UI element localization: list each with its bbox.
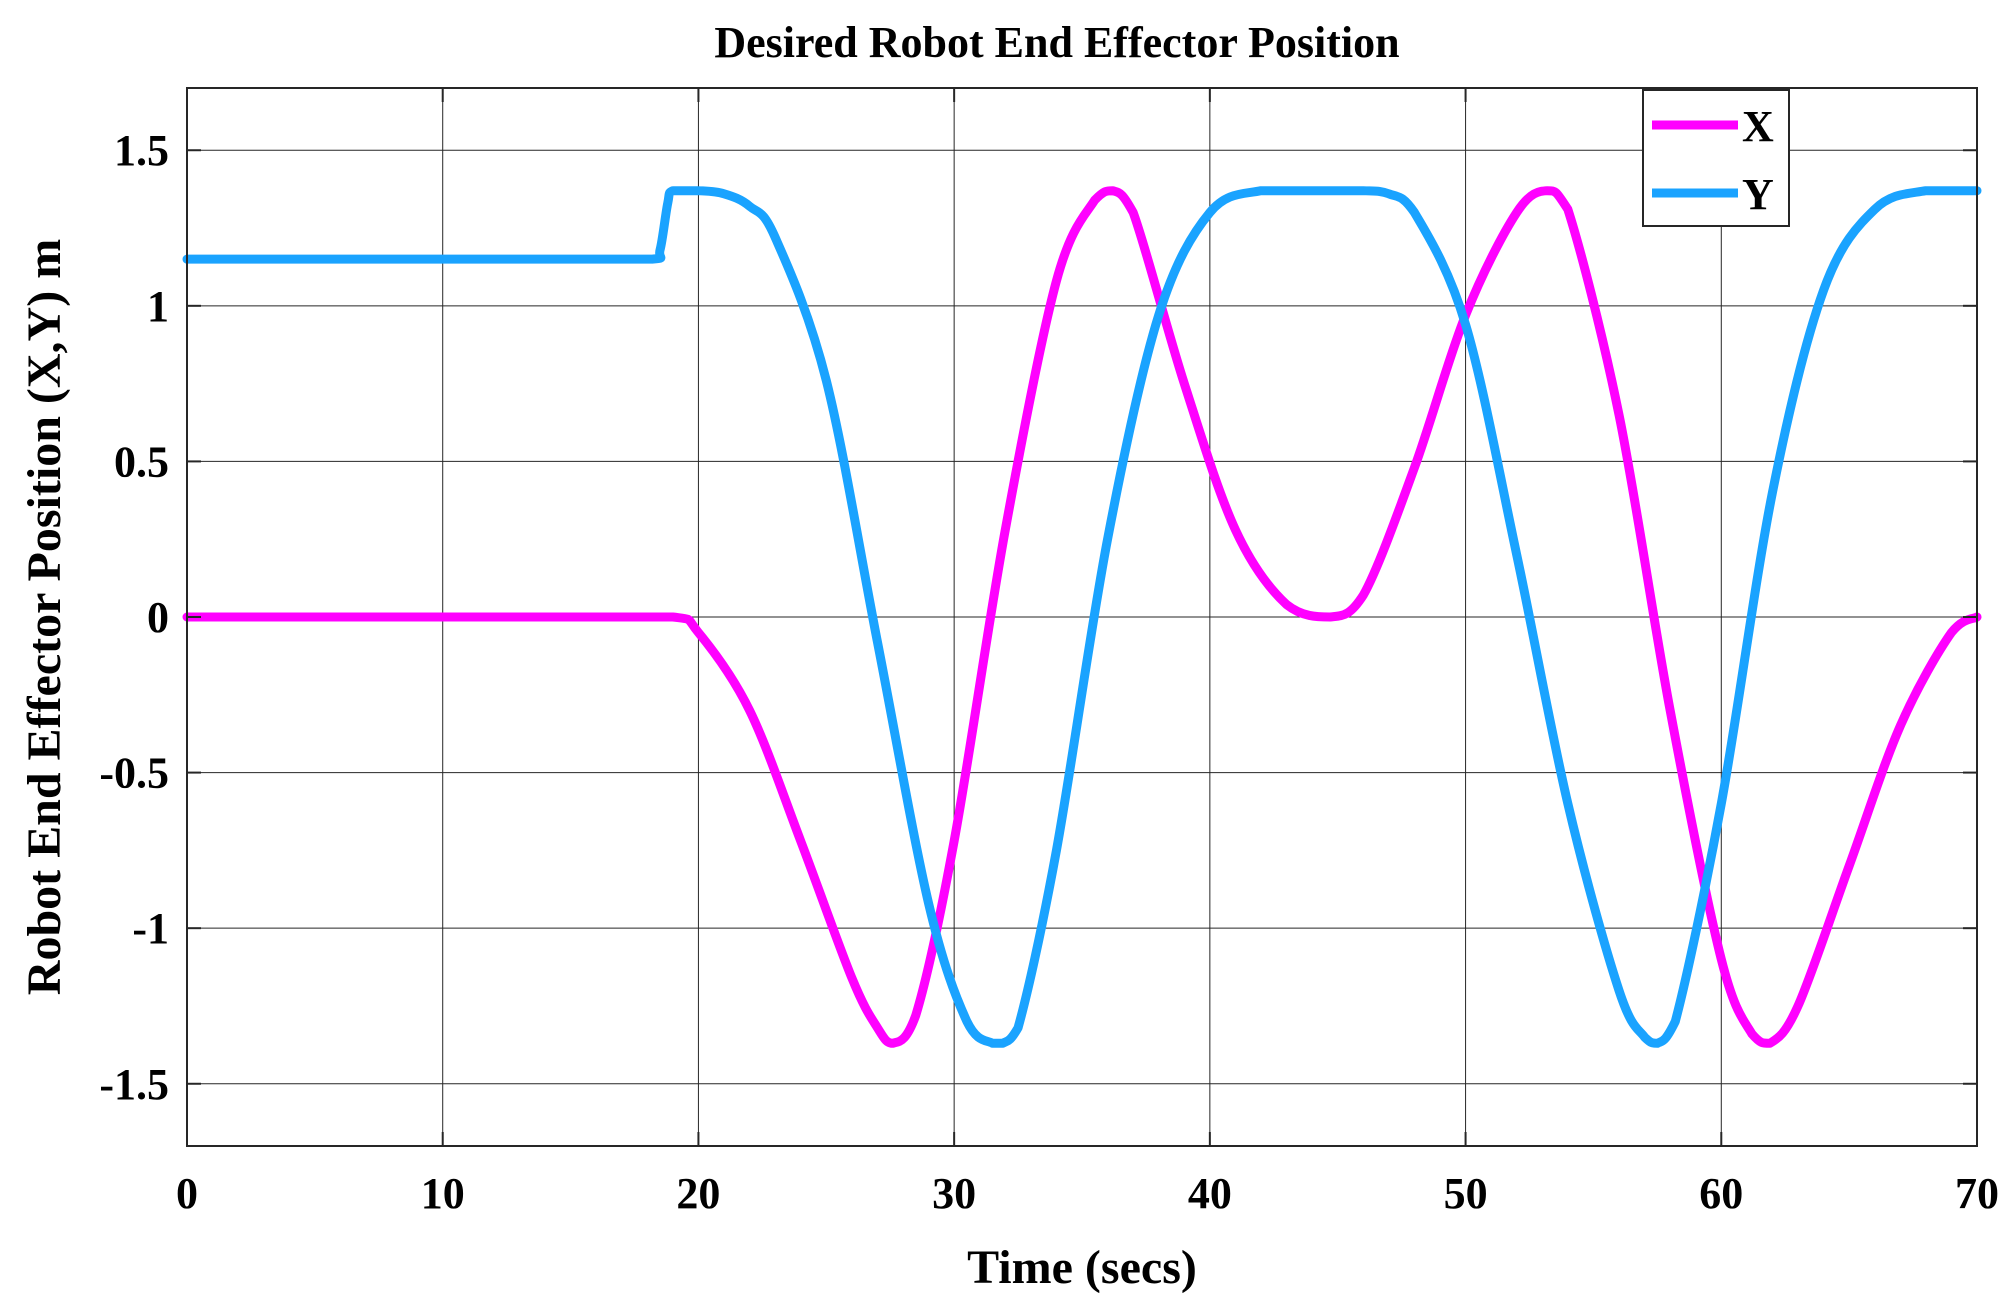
x-tick-label: 70 bbox=[1955, 1169, 1999, 1218]
x-axis-label: Time (secs) bbox=[967, 1241, 1197, 1294]
legend-box bbox=[1642, 89, 1790, 227]
legend-label-x: X bbox=[1742, 102, 1774, 151]
x-tick-label: 30 bbox=[932, 1169, 976, 1218]
series-line-x bbox=[182, 186, 1982, 1048]
y-tick-label: 1.5 bbox=[114, 126, 169, 175]
series-lines bbox=[182, 186, 1982, 1048]
x-tick-label: 20 bbox=[676, 1169, 720, 1218]
series-line-y bbox=[182, 186, 1982, 1048]
x-tick-label: 50 bbox=[1444, 1169, 1488, 1218]
y-tick-label: 0.5 bbox=[114, 437, 169, 486]
x-tick-label: 40 bbox=[1188, 1169, 1232, 1218]
y-tick-label: 1 bbox=[147, 282, 169, 331]
chart-title: Desired Robot End Effector Position bbox=[714, 18, 1399, 67]
y-axis-label: Robot End Effector Position (X,Y) m bbox=[18, 239, 71, 995]
y-tick-label: -1 bbox=[132, 904, 169, 953]
axis-ticks: 0 10 20 30 40 50 60 70 1.5 1 0.5 0 -0.5 -1 -1.5 bbox=[99, 88, 1999, 1218]
y-tick-label: -1.5 bbox=[99, 1060, 169, 1109]
legend-label-y: Y bbox=[1742, 170, 1774, 219]
x-tick-label: 0 bbox=[176, 1169, 198, 1218]
y-tick-label: 0 bbox=[147, 593, 169, 642]
y-tick-label: -0.5 bbox=[99, 749, 169, 798]
legend: X Y bbox=[1642, 89, 1790, 227]
x-tick-label: 10 bbox=[421, 1169, 465, 1218]
x-tick-label: 60 bbox=[1699, 1169, 1743, 1218]
